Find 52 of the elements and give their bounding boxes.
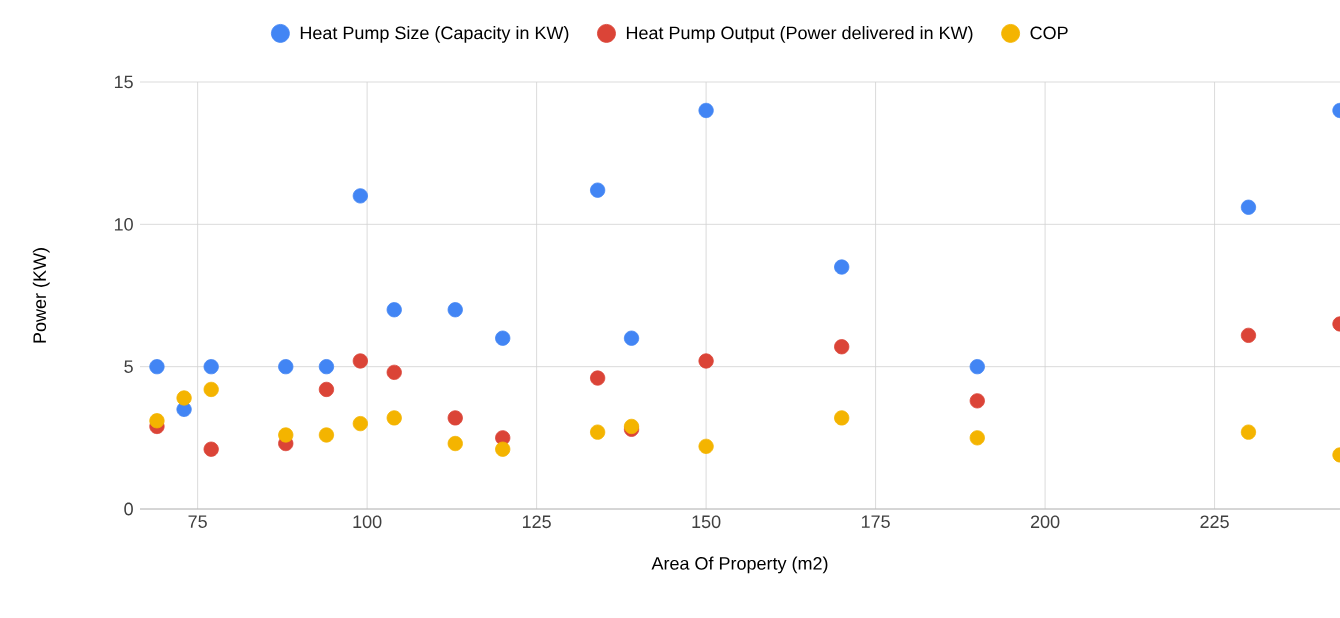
point — [698, 353, 714, 369]
point — [447, 435, 463, 452]
x-tick-label: 75 — [188, 515, 207, 528]
point — [203, 381, 219, 398]
x-tick-label: 175 — [861, 515, 890, 528]
y-axis-title: Power (KW) — [32, 248, 50, 343]
point — [318, 359, 335, 375]
point — [495, 441, 511, 457]
point — [447, 410, 463, 426]
y-tick-label: 15 — [114, 75, 133, 89]
point — [698, 102, 714, 119]
point — [623, 330, 640, 346]
point — [969, 393, 985, 409]
point — [969, 430, 985, 446]
point — [834, 259, 850, 275]
point — [203, 359, 219, 375]
point — [969, 359, 985, 375]
point — [1240, 199, 1257, 215]
point — [834, 339, 850, 355]
point — [1240, 327, 1257, 343]
point — [352, 353, 368, 369]
point — [386, 410, 402, 426]
x-tick-label: 100 — [353, 515, 382, 529]
x-tick-label: 200 — [1030, 515, 1060, 529]
point — [590, 370, 606, 386]
point — [278, 427, 294, 443]
point — [590, 424, 606, 440]
x-tick-label: 125 — [522, 515, 551, 529]
legend-label: Heat Pump Size (Capacity in KW) — [300, 26, 569, 43]
point — [278, 359, 294, 375]
point — [698, 438, 714, 454]
x-axis-title: Area Of Property (m2) — [651, 556, 828, 574]
point — [1240, 424, 1257, 440]
point — [447, 302, 463, 318]
point — [176, 390, 192, 406]
legend-label: Heat Pump Output (Power delivered in KW) — [626, 26, 973, 43]
legend-label: COP — [1030, 26, 1068, 40]
x-tick-label: 225 — [1200, 515, 1229, 529]
y-tick-label: 10 — [114, 217, 133, 231]
y-tick-label: 5 — [124, 360, 133, 373]
point — [203, 441, 219, 457]
point — [590, 182, 606, 198]
y-tick-label: 0 — [124, 502, 133, 516]
point — [318, 381, 335, 398]
point — [386, 364, 402, 380]
point — [352, 188, 368, 204]
point — [352, 416, 368, 432]
point — [386, 302, 402, 318]
x-tick-label: 150 — [692, 515, 721, 529]
point — [318, 427, 335, 443]
point — [495, 330, 511, 346]
point — [834, 410, 850, 426]
